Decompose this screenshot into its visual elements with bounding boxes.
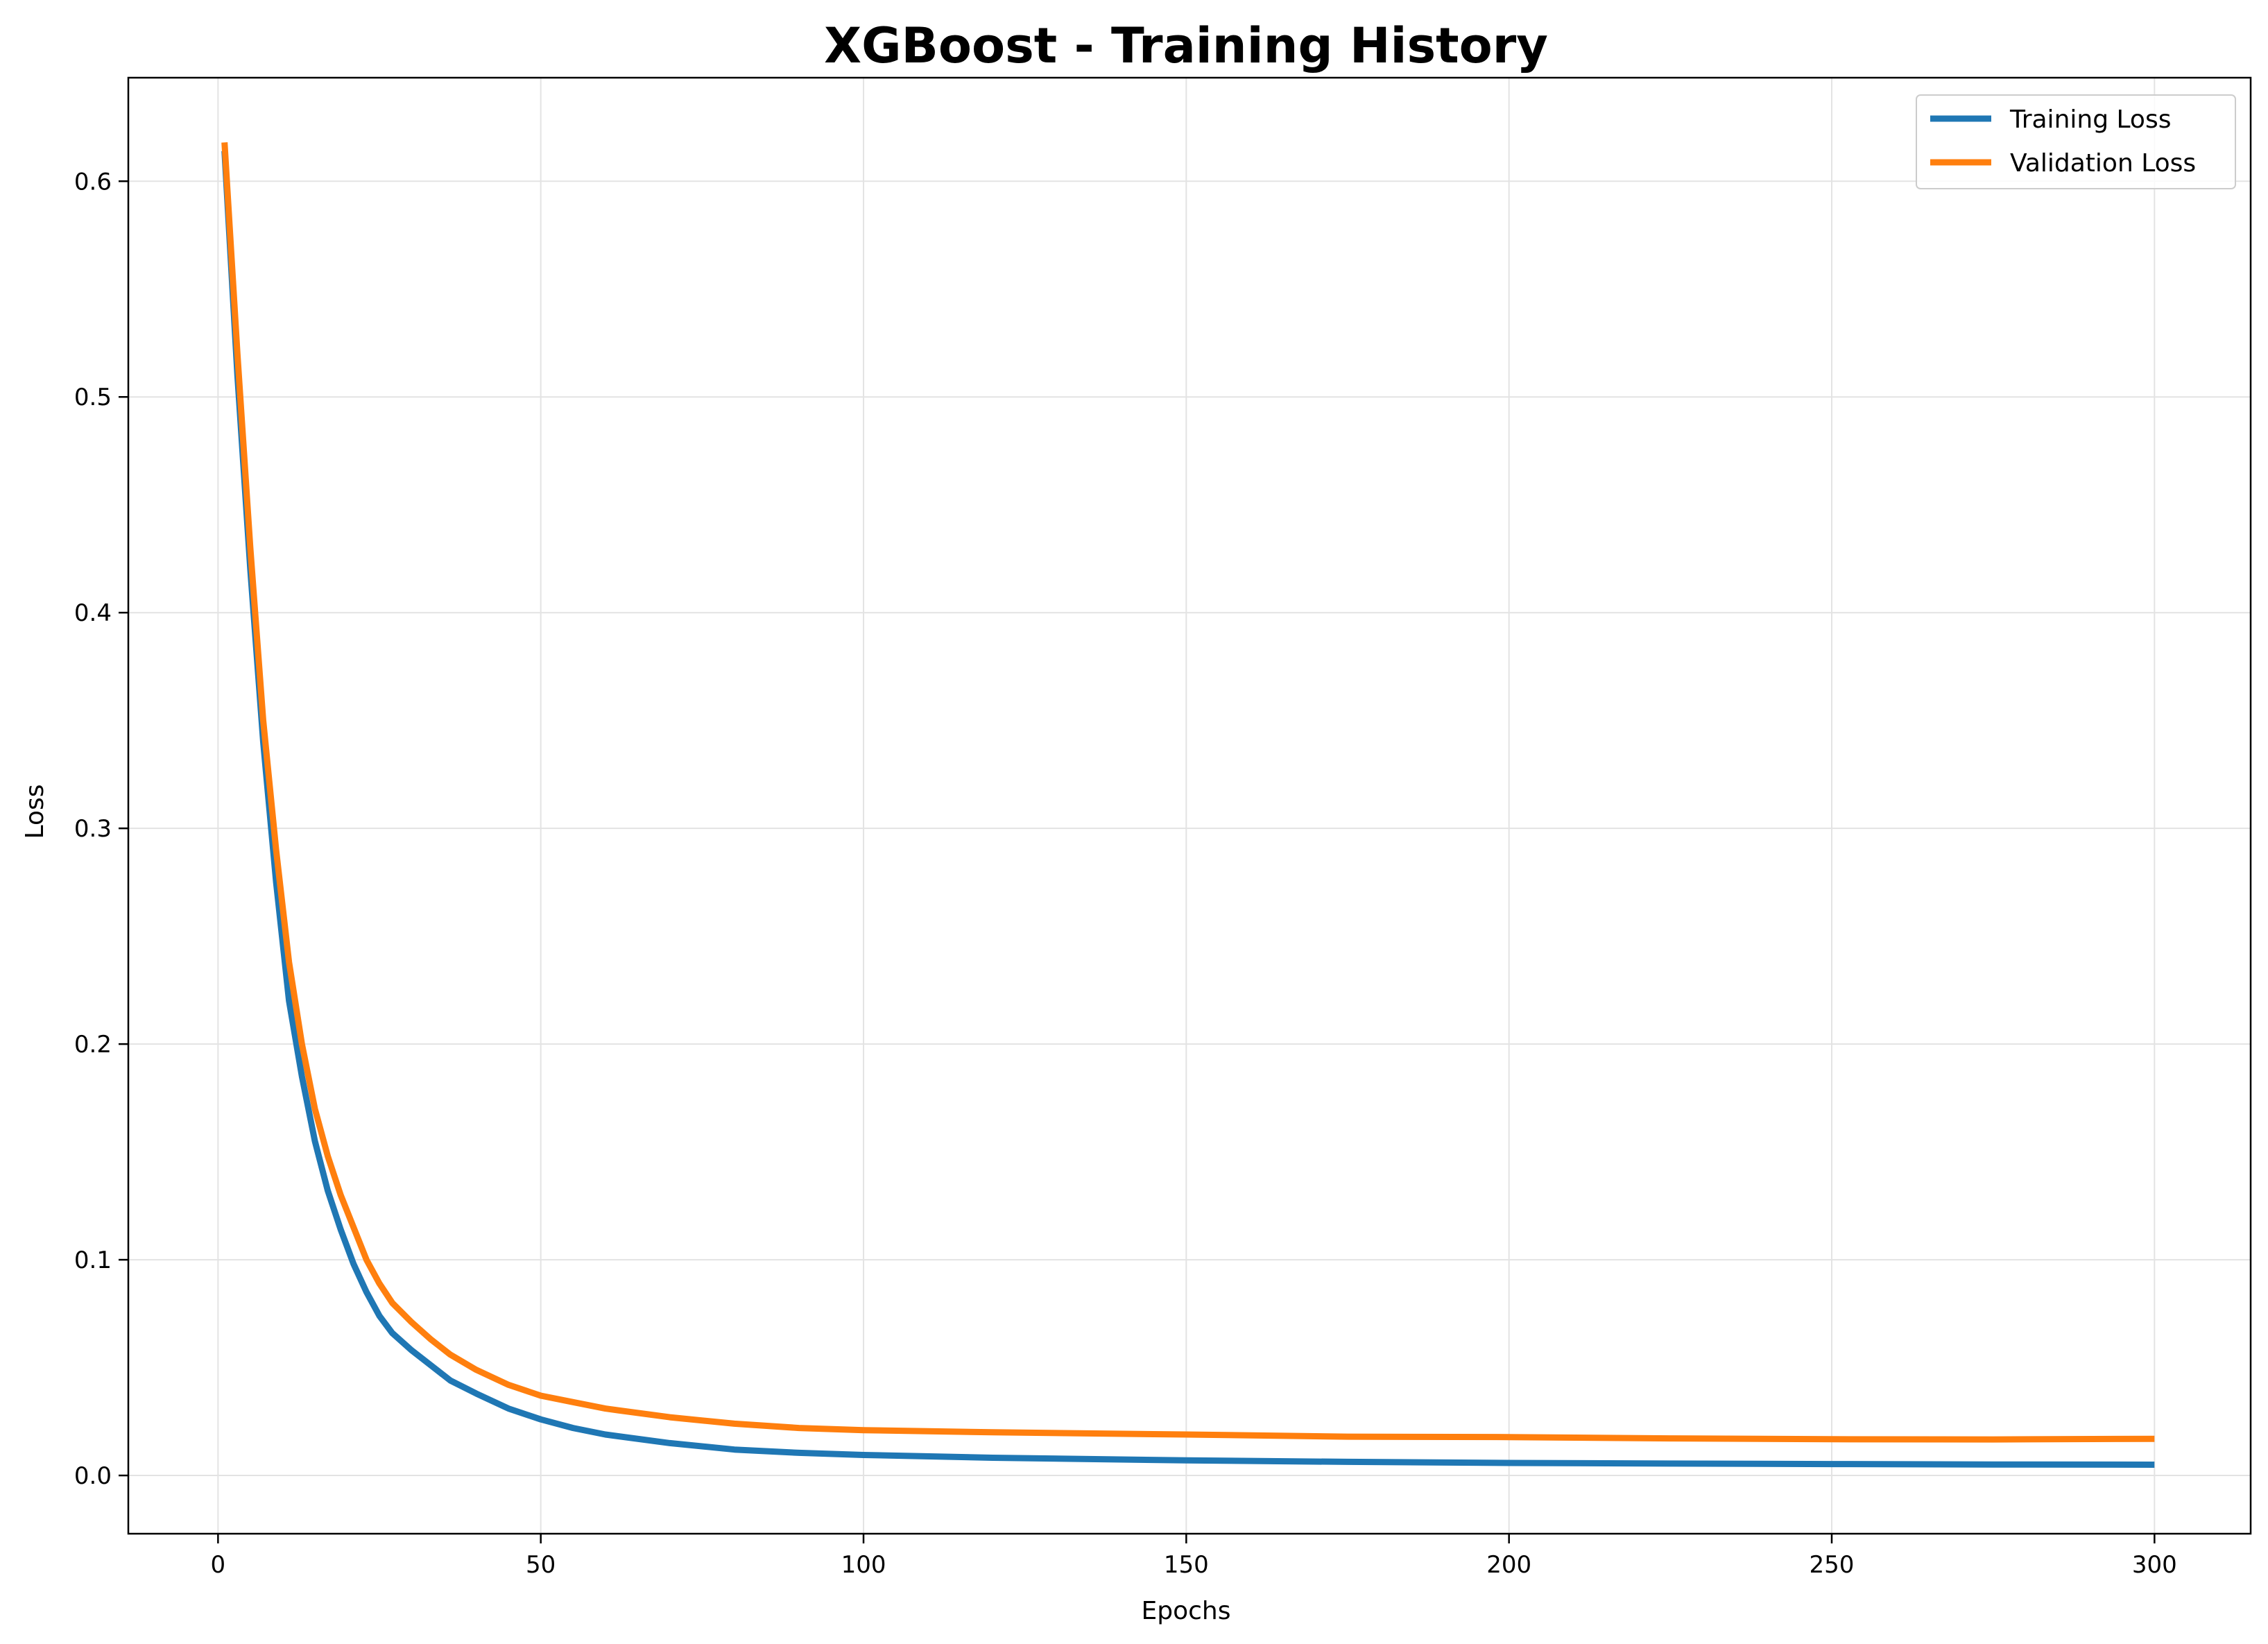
x-tick-label: 150 [1164,1551,1209,1579]
x-tick-label: 300 [2132,1551,2177,1579]
legend-label-validation-loss: Validation Loss [2010,149,2196,178]
y-tick-label: 0.5 [74,384,112,411]
axis-ticks: 0 50 100 150 200 250 300 0.0 0.1 0.2 0.3 0.4 0.5 0.6 [74,168,2177,1579]
x-tick-label: 100 [841,1551,886,1579]
x-tick-label: 0 [211,1551,226,1579]
y-axis-label: Loss [21,785,49,839]
series-line-training-loss [221,151,2155,1468]
y-tick-label: 0.6 [74,168,112,196]
y-tick-label: 0.4 [74,599,112,627]
grid [128,78,2251,1534]
x-axis-label: Epochs [1142,1597,1231,1625]
x-tick-label: 250 [1810,1551,1855,1579]
series-line-validation-loss [221,142,2155,1443]
y-tick-label: 0.1 [74,1247,112,1274]
series-layer [221,142,2155,1468]
y-tick-label: 0.2 [74,1031,112,1059]
y-tick-label: 0.3 [74,815,112,843]
legend-label-training-loss: Training Loss [2009,105,2171,134]
legend: Training Loss Validation Loss [1916,94,2236,189]
y-tick-label: 0.0 [74,1462,112,1490]
x-tick-label: 50 [526,1551,556,1579]
chart-title: XGBoost - Training History [824,17,1548,74]
legend-box [1916,94,2236,189]
plot-frame [127,76,2252,1535]
x-tick-label: 200 [1486,1551,1531,1579]
